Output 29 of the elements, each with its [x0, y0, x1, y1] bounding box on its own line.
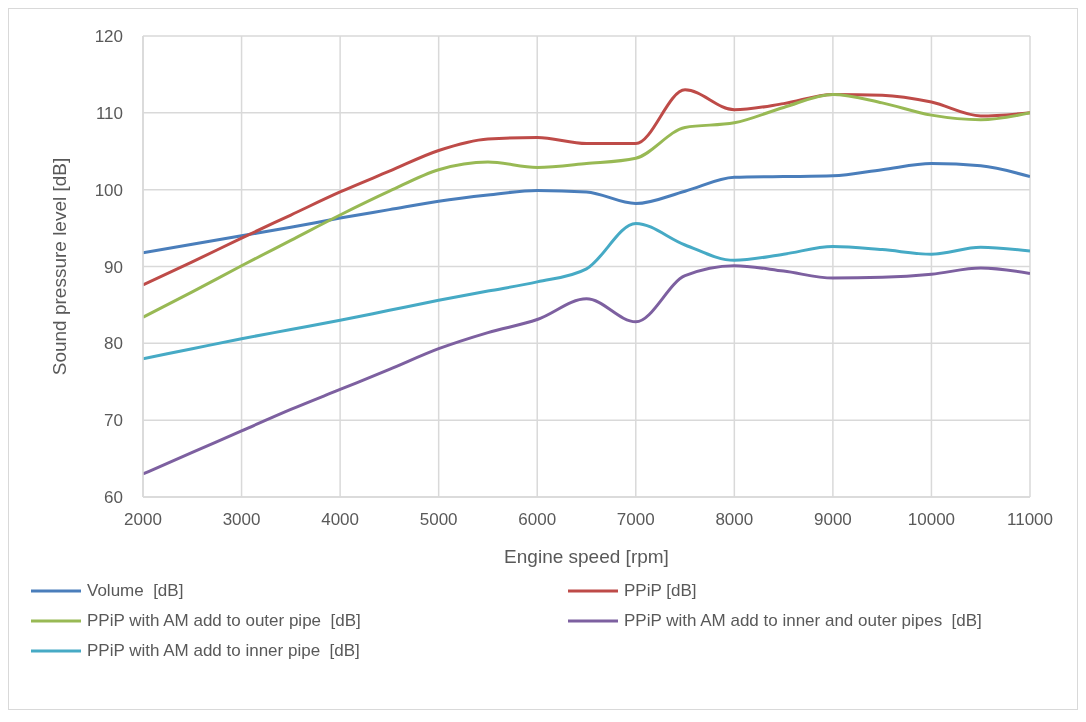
legend-label: PPiP with AM add to inner and outer pipes [dB] [624, 611, 982, 631]
legend-label: Volume [dB] [87, 581, 184, 601]
line-series [143, 221, 1030, 361]
x-tick-label: 5000 [419, 510, 458, 530]
y-tick-label: 70 [104, 411, 123, 431]
legend-label: PPiP with AM add to inner pipe [dB] [87, 641, 360, 661]
y-tick-label: 120 [94, 27, 123, 47]
x-tick-label: 8000 [715, 510, 754, 530]
x-tick-label: 9000 [813, 510, 852, 530]
y-axis-title: Sound pressure level [dB] [48, 157, 70, 376]
x-tick-label: 7000 [616, 510, 655, 530]
y-tick-label: 80 [104, 334, 123, 354]
y-tick-label: 110 [95, 103, 123, 123]
x-tick-label: 2000 [124, 510, 162, 530]
y-tick-label: 60 [104, 488, 123, 508]
x-tick-label: 10000 [907, 510, 956, 530]
y-tick-label: 100 [94, 180, 123, 200]
x-tick-label: 4000 [321, 510, 360, 530]
x-axis-title: Engine speed [rpm] [504, 546, 669, 567]
x-tick-label: 6000 [518, 510, 557, 530]
legend-label: PPiP with AM add to outer pipe [dB] [87, 611, 361, 631]
line-series [143, 264, 1030, 476]
legend-label: PPiP [dB] [624, 581, 697, 601]
x-tick-label: 3000 [222, 510, 261, 530]
line-series [143, 88, 1030, 287]
line-series [143, 162, 1030, 255]
line-series [143, 92, 1030, 319]
y-tick-label: 90 [104, 257, 123, 277]
x-tick-label: 11000 [1006, 510, 1054, 530]
